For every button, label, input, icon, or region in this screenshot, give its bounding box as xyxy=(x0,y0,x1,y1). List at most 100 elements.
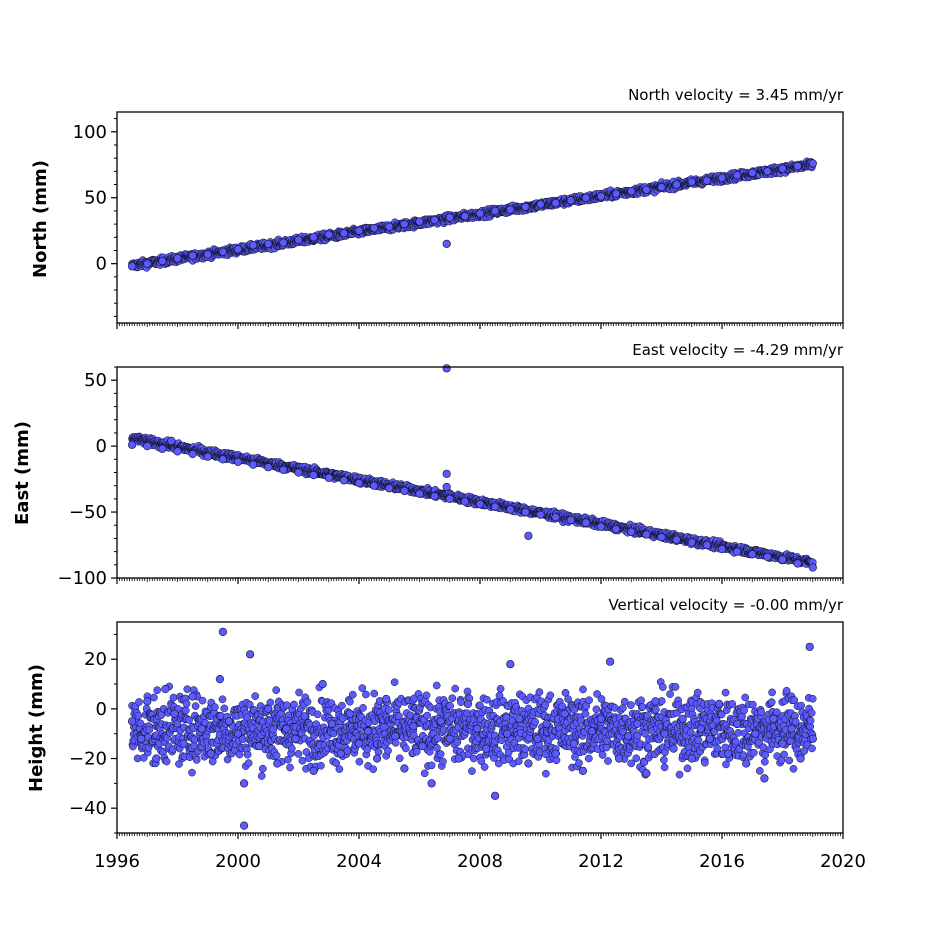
data-point xyxy=(446,214,454,222)
data-point xyxy=(219,248,227,256)
data-point xyxy=(189,252,197,260)
data-point-fill xyxy=(270,726,277,733)
data-point-fill xyxy=(304,698,311,705)
data-point xyxy=(310,234,318,242)
data-point xyxy=(325,231,333,239)
data-point xyxy=(355,227,363,235)
data-point xyxy=(446,495,454,503)
data-point-fill xyxy=(199,697,206,704)
height-axis-label: Height (mm) xyxy=(26,664,47,792)
data-point xyxy=(794,560,802,568)
data-point xyxy=(280,466,288,474)
data-point-fill xyxy=(288,745,295,752)
data-point xyxy=(443,470,451,478)
data-point-fill xyxy=(296,689,303,696)
data-point xyxy=(189,450,197,458)
data-point xyxy=(525,532,533,540)
y-tick-label: 0 xyxy=(96,436,107,457)
data-point xyxy=(386,485,394,493)
data-point xyxy=(159,257,167,265)
data-point xyxy=(718,174,726,182)
data-point xyxy=(443,483,451,491)
north-panel: North velocity = 3.45 mm/yr North (mm) 0… xyxy=(30,86,844,329)
data-point xyxy=(552,514,560,522)
data-point-fill xyxy=(146,727,153,734)
data-point xyxy=(764,168,772,176)
data-point xyxy=(249,461,257,469)
data-point xyxy=(295,236,303,244)
data-point-fill xyxy=(150,694,157,701)
data-point xyxy=(443,365,451,373)
data-point xyxy=(522,508,530,516)
data-point-fill xyxy=(290,701,297,708)
data-point xyxy=(401,487,409,495)
y-tick-label: 100 xyxy=(73,122,107,143)
y-tick-label: 50 xyxy=(84,370,107,391)
data-point-fill xyxy=(258,772,265,779)
point-cloud xyxy=(128,365,816,572)
data-point xyxy=(658,533,666,541)
east-panel: East velocity = -4.29 mm/yr East (mm) −1… xyxy=(12,341,844,589)
data-point-fill xyxy=(273,752,280,759)
data-point-fill xyxy=(184,686,191,693)
data-point xyxy=(597,193,605,201)
data-point xyxy=(416,490,424,498)
data-point xyxy=(174,255,182,263)
data-point xyxy=(265,240,273,248)
data-point xyxy=(612,190,620,198)
east-velocity-title: East velocity = -4.29 mm/yr xyxy=(632,341,844,359)
data-point xyxy=(370,482,378,490)
y-tick-label: 50 xyxy=(84,188,107,209)
data-point xyxy=(794,162,802,170)
data-point xyxy=(204,251,212,259)
data-point xyxy=(174,448,182,456)
data-point xyxy=(416,218,424,226)
data-point xyxy=(749,169,757,177)
data-point xyxy=(688,539,696,547)
data-point-fill xyxy=(244,751,251,758)
data-point xyxy=(658,183,666,191)
data-point xyxy=(718,545,726,553)
data-point xyxy=(310,471,318,479)
data-point xyxy=(552,199,560,207)
data-point xyxy=(128,263,136,271)
data-point xyxy=(491,207,499,215)
data-point-fill xyxy=(221,705,228,712)
data-point xyxy=(507,206,515,214)
data-point xyxy=(703,177,711,185)
data-point xyxy=(476,210,484,218)
data-point xyxy=(219,456,227,464)
data-point xyxy=(764,553,772,561)
data-point xyxy=(779,556,787,564)
data-point-fill xyxy=(170,694,177,701)
data-point xyxy=(612,525,620,533)
data-point xyxy=(401,220,409,228)
data-point xyxy=(204,453,212,461)
data-point xyxy=(265,463,273,471)
data-point-fill xyxy=(273,687,280,694)
vertical-velocity-title: Vertical velocity = -0.00 mm/yr xyxy=(608,596,843,614)
y-tick-label: 0 xyxy=(96,254,107,275)
data-point-fill xyxy=(211,704,218,711)
data-point xyxy=(537,201,545,209)
data-point xyxy=(733,548,741,556)
data-point xyxy=(249,241,257,249)
data-point-fill xyxy=(259,765,266,772)
data-point xyxy=(280,239,288,247)
data-point xyxy=(355,479,363,487)
y-tick-label: −50 xyxy=(69,502,107,523)
data-point xyxy=(733,172,741,180)
data-point-fill xyxy=(193,756,200,763)
data-point xyxy=(144,442,152,450)
data-point-fill xyxy=(299,757,306,764)
data-point xyxy=(628,528,636,536)
data-point-fill xyxy=(245,760,252,767)
data-point xyxy=(386,223,394,231)
data-point xyxy=(749,551,757,559)
data-point-fill xyxy=(295,750,302,757)
data-point xyxy=(491,503,499,511)
data-point-fill xyxy=(314,711,321,718)
point-cloud xyxy=(128,628,816,829)
data-point xyxy=(159,445,167,453)
